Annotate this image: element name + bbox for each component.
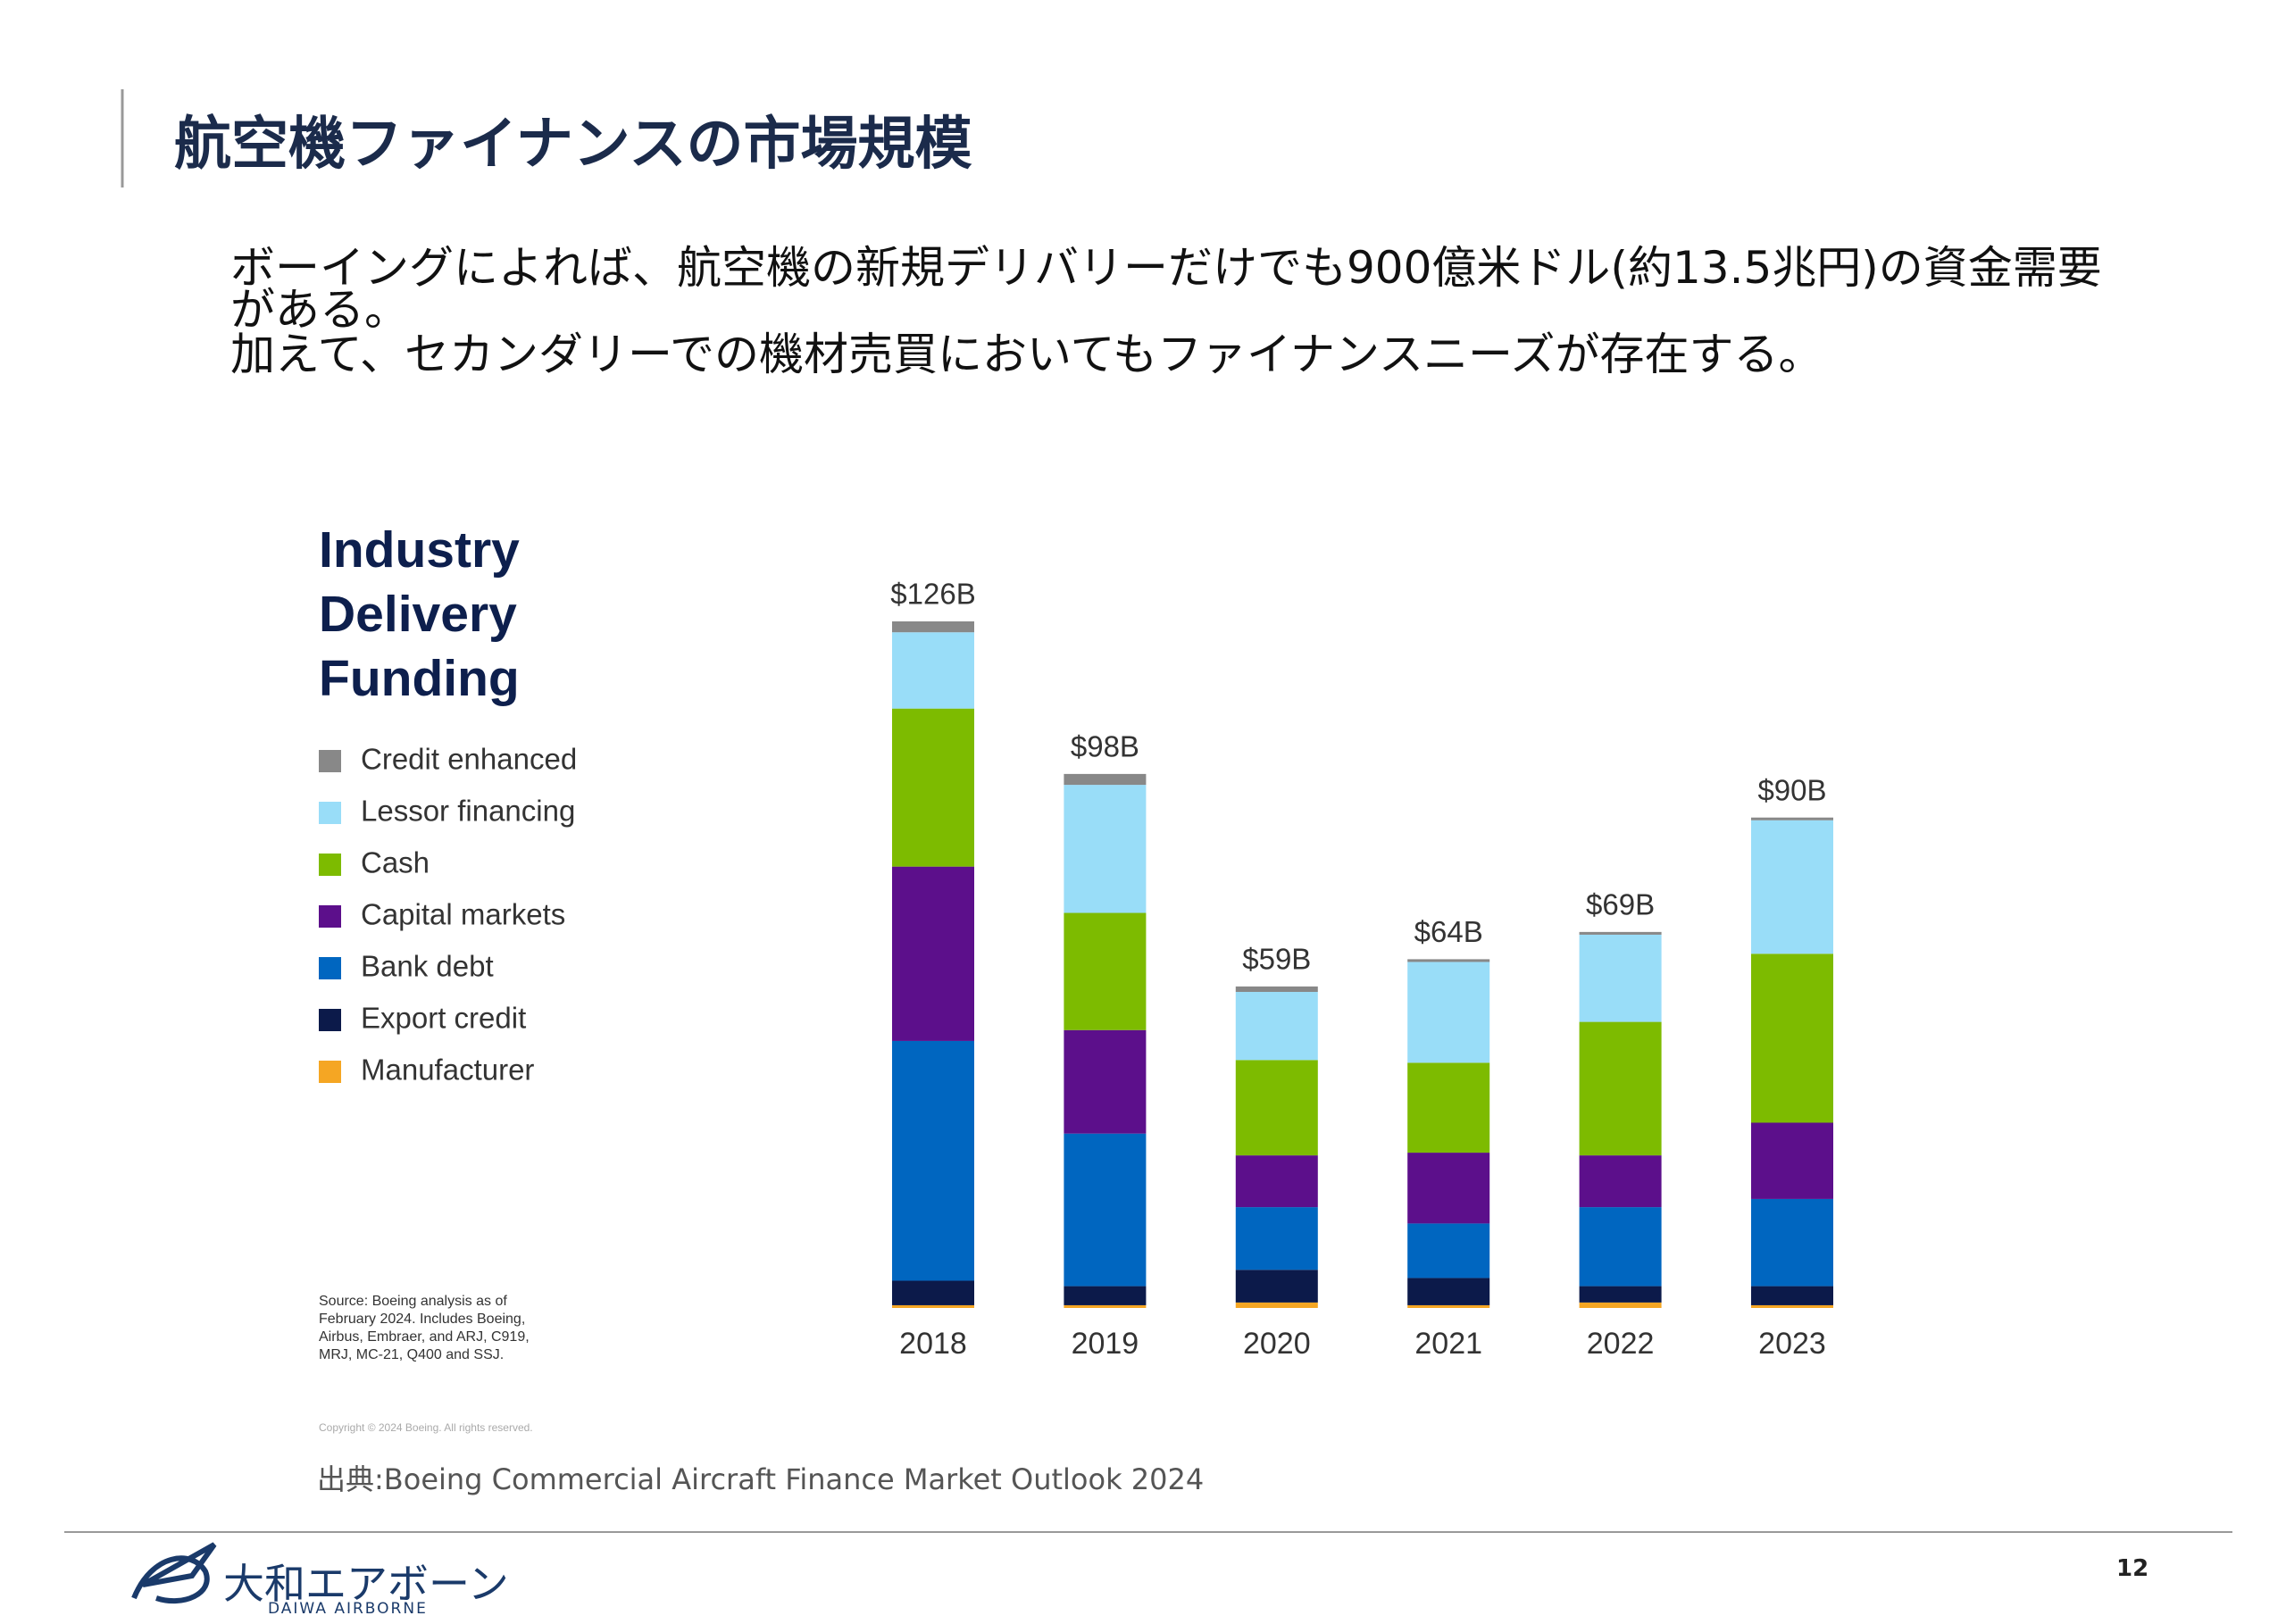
bar-segment <box>892 866 974 1041</box>
total-label: $126B <box>890 578 975 611</box>
x-tick-label: 2019 <box>1072 1327 1139 1361</box>
bar-segment <box>1235 1207 1318 1270</box>
chart-title: Industry Delivery Funding <box>319 521 520 707</box>
bar-segment <box>892 1280 974 1305</box>
body-text: がある。 <box>230 284 409 336</box>
bar-segment <box>1407 1223 1490 1278</box>
bar-segment <box>1064 1133 1147 1287</box>
bar-segment <box>1235 1270 1318 1303</box>
bar-segment <box>1751 1198 1833 1287</box>
bar-segment <box>1579 1302 1662 1308</box>
logo-icon <box>131 1542 217 1604</box>
legend-label: Credit enhanced <box>361 743 577 776</box>
x-tick-label: 2023 <box>1758 1327 1826 1361</box>
legend-label: Cash <box>361 846 430 879</box>
bar-segment <box>1751 1304 1833 1308</box>
bar-segment <box>1235 986 1318 993</box>
bar-segment <box>892 708 974 867</box>
bar-segment <box>1235 1302 1318 1308</box>
bar-segment <box>1751 820 1833 954</box>
citation: 出典:Boeing Commercial Aircraft Finance Ma… <box>317 1462 1205 1496</box>
bar-segment <box>1407 1153 1490 1224</box>
total-label: $69B <box>1586 888 1655 921</box>
source-note: Source: Boeing analysis as of February 2… <box>319 1294 530 1362</box>
bar-segment <box>1407 1278 1490 1305</box>
legend-swatch <box>319 1061 341 1083</box>
bar-segment <box>1064 1304 1147 1308</box>
bar-segment <box>892 1040 974 1281</box>
bar-segment <box>1579 1286 1662 1303</box>
bar-segment <box>1751 954 1833 1123</box>
legend-swatch <box>319 957 341 979</box>
legend-swatch <box>319 802 341 824</box>
total-label: $64B <box>1414 915 1483 948</box>
bar-segment <box>1579 1021 1662 1156</box>
bar-segment <box>1235 1155 1318 1208</box>
bar-segment <box>1064 785 1147 913</box>
slide-title: 航空機ファイナンスの市場規模 <box>174 112 972 178</box>
total-label: $98B <box>1071 730 1139 763</box>
bar-segment <box>1064 773 1147 786</box>
bar-segment <box>1235 992 1318 1061</box>
logo-subtext: DAIWA AIRBORNE <box>268 1600 428 1618</box>
bar-segment <box>892 1304 974 1308</box>
legend-label: Export credit <box>361 1002 526 1035</box>
total-label: $90B <box>1757 773 1826 806</box>
bar-segment <box>1579 931 1662 935</box>
bar-segment <box>1751 1286 1833 1305</box>
bar-segment <box>1064 1286 1147 1305</box>
bar-segment <box>1407 962 1490 1063</box>
logo-text: 大和エアボーン <box>223 1560 509 1608</box>
body-text: ボーイングによれば、航空機の新規デリバリーだけでも900億米ドル(約13.5兆円… <box>230 242 2102 294</box>
bar-segment <box>1579 1207 1662 1287</box>
bar-segment <box>1064 1029 1147 1134</box>
legend-label: Bank debt <box>361 950 494 983</box>
body-text: 加えて、セカンダリーでの機材売買においてもファイナンスニーズが存在する。 <box>230 329 1823 380</box>
legend-label: Capital markets <box>361 898 565 931</box>
legend-swatch <box>319 750 341 772</box>
x-tick-label: 2018 <box>899 1327 967 1361</box>
bar-segment <box>1751 1122 1833 1199</box>
bar-segment <box>1579 1155 1662 1208</box>
legend-swatch <box>319 905 341 928</box>
bar-segment <box>1407 1062 1490 1153</box>
page-number: 12 <box>2116 1555 2149 1582</box>
total-label: $59B <box>1242 943 1311 976</box>
legend-label: Manufacturer <box>361 1054 534 1087</box>
bar-segment <box>1235 1060 1318 1156</box>
copyright: Copyright © 2024 Boeing. All rights rese… <box>319 1421 533 1434</box>
legend-label: Lessor financing <box>361 795 575 828</box>
legend-swatch <box>319 1009 341 1031</box>
bar-segment <box>1579 934 1662 1022</box>
bar-segment <box>1407 959 1490 962</box>
bar-segment <box>892 621 974 633</box>
bar-segment <box>1751 817 1833 820</box>
x-tick-label: 2022 <box>1587 1327 1655 1361</box>
bar-segment <box>892 632 974 709</box>
bar-segment <box>1064 912 1147 1030</box>
x-tick-label: 2021 <box>1414 1327 1482 1361</box>
bar-segment <box>1407 1304 1490 1308</box>
x-tick-label: 2020 <box>1243 1327 1311 1361</box>
legend-swatch <box>319 854 341 876</box>
